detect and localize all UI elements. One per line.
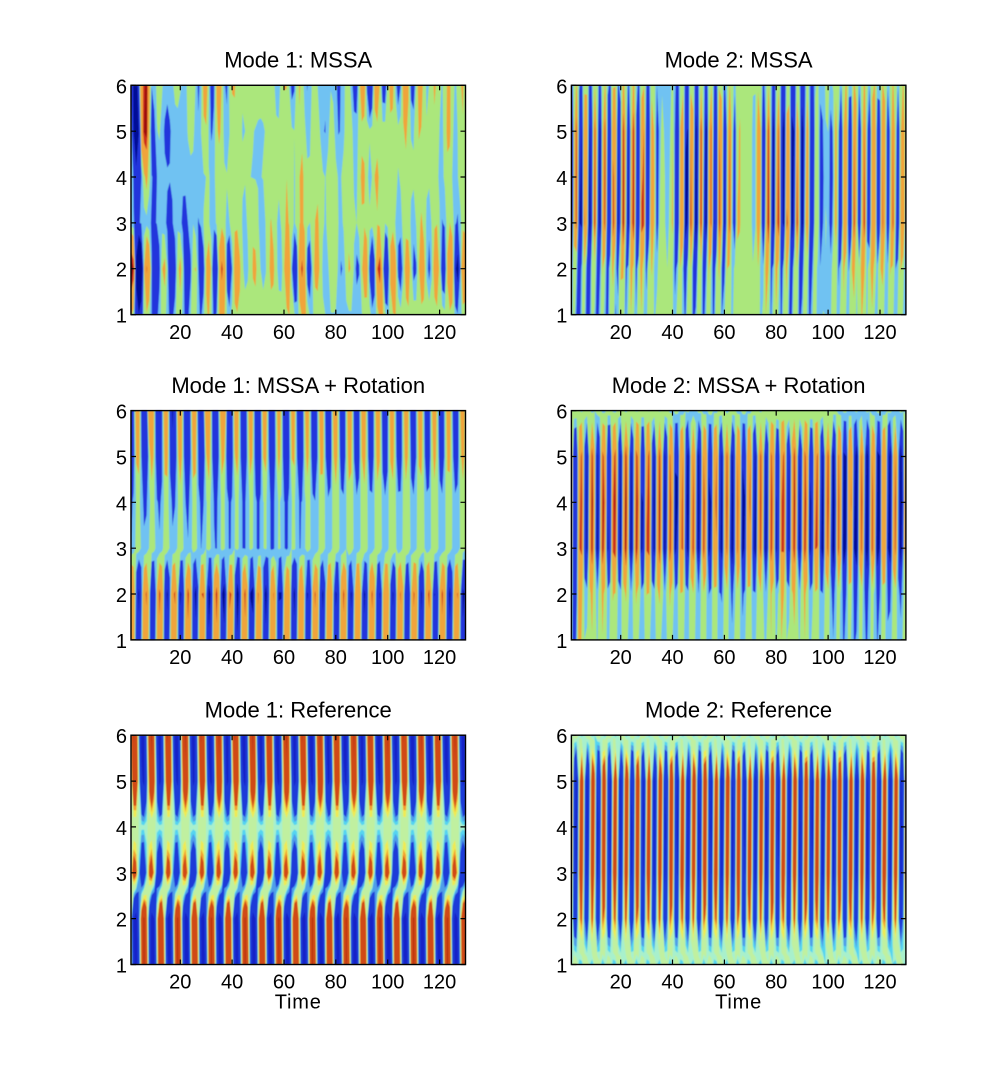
svg-text:2: 2 bbox=[556, 260, 567, 282]
svg-text:2: 2 bbox=[556, 910, 567, 932]
svg-text:40: 40 bbox=[221, 972, 243, 994]
svg-text:5: 5 bbox=[556, 122, 567, 144]
svg-text:3: 3 bbox=[556, 864, 567, 886]
svg-text:60: 60 bbox=[713, 322, 735, 344]
svg-text:100: 100 bbox=[371, 322, 404, 344]
svg-text:60: 60 bbox=[713, 647, 735, 669]
svg-text:4: 4 bbox=[556, 493, 567, 515]
svg-text:1: 1 bbox=[116, 306, 127, 328]
svg-text:4: 4 bbox=[116, 493, 127, 515]
svg-text:3: 3 bbox=[116, 864, 127, 886]
svg-text:100: 100 bbox=[371, 647, 404, 669]
svg-text:80: 80 bbox=[765, 972, 787, 994]
svg-text:6: 6 bbox=[116, 76, 127, 98]
svg-text:6: 6 bbox=[556, 726, 567, 748]
svg-text:80: 80 bbox=[325, 647, 347, 669]
svg-text:2: 2 bbox=[116, 585, 127, 607]
svg-text:20: 20 bbox=[169, 647, 191, 669]
svg-text:80: 80 bbox=[765, 647, 787, 669]
svg-text:6: 6 bbox=[116, 726, 127, 748]
svg-text:1: 1 bbox=[556, 956, 567, 978]
svg-text:5: 5 bbox=[116, 448, 127, 470]
svg-text:40: 40 bbox=[661, 647, 683, 669]
svg-text:20: 20 bbox=[169, 972, 191, 994]
svg-text:6: 6 bbox=[116, 402, 127, 424]
svg-text:40: 40 bbox=[661, 972, 683, 994]
svg-text:60: 60 bbox=[713, 972, 735, 994]
svg-text:40: 40 bbox=[221, 322, 243, 344]
svg-text:120: 120 bbox=[423, 647, 456, 669]
svg-text:5: 5 bbox=[556, 448, 567, 470]
svg-text:4: 4 bbox=[556, 818, 567, 840]
svg-text:Mode 2: Reference: Mode 2: Reference bbox=[645, 698, 832, 723]
svg-text:Time: Time bbox=[275, 992, 322, 1014]
svg-text:60: 60 bbox=[273, 647, 295, 669]
svg-text:2: 2 bbox=[116, 260, 127, 282]
svg-text:5: 5 bbox=[116, 772, 127, 794]
svg-text:120: 120 bbox=[423, 972, 456, 994]
svg-text:Mode 2: MSSA + Rotation: Mode 2: MSSA + Rotation bbox=[612, 373, 866, 398]
svg-text:40: 40 bbox=[221, 647, 243, 669]
svg-text:100: 100 bbox=[371, 972, 404, 994]
svg-text:Time: Time bbox=[715, 992, 762, 1014]
svg-text:20: 20 bbox=[610, 647, 632, 669]
svg-text:3: 3 bbox=[116, 539, 127, 561]
svg-text:80: 80 bbox=[325, 322, 347, 344]
svg-text:80: 80 bbox=[325, 972, 347, 994]
svg-text:5: 5 bbox=[556, 772, 567, 794]
svg-text:Mode 1: MSSA: Mode 1: MSSA bbox=[224, 48, 372, 73]
svg-text:1: 1 bbox=[116, 631, 127, 653]
svg-text:6: 6 bbox=[556, 76, 567, 98]
svg-text:1: 1 bbox=[556, 306, 567, 328]
svg-text:6: 6 bbox=[556, 402, 567, 424]
svg-text:120: 120 bbox=[863, 647, 896, 669]
svg-text:1: 1 bbox=[556, 631, 567, 653]
svg-text:2: 2 bbox=[116, 910, 127, 932]
svg-text:20: 20 bbox=[610, 322, 632, 344]
svg-text:5: 5 bbox=[116, 122, 127, 144]
svg-text:4: 4 bbox=[116, 818, 127, 840]
svg-text:100: 100 bbox=[811, 647, 844, 669]
svg-text:3: 3 bbox=[556, 539, 567, 561]
svg-text:2: 2 bbox=[556, 585, 567, 607]
svg-text:3: 3 bbox=[116, 214, 127, 236]
svg-text:60: 60 bbox=[273, 972, 295, 994]
svg-text:4: 4 bbox=[556, 168, 567, 190]
svg-text:120: 120 bbox=[863, 322, 896, 344]
svg-text:120: 120 bbox=[423, 322, 456, 344]
svg-text:3: 3 bbox=[556, 214, 567, 236]
svg-text:100: 100 bbox=[811, 972, 844, 994]
svg-text:120: 120 bbox=[863, 972, 896, 994]
svg-text:60: 60 bbox=[273, 322, 295, 344]
svg-text:4: 4 bbox=[116, 168, 127, 190]
svg-text:Mode 1: MSSA + Rotation: Mode 1: MSSA + Rotation bbox=[171, 373, 425, 398]
svg-text:80: 80 bbox=[765, 322, 787, 344]
svg-text:100: 100 bbox=[811, 322, 844, 344]
svg-text:20: 20 bbox=[169, 322, 191, 344]
svg-text:1: 1 bbox=[116, 956, 127, 978]
svg-text:Mode 2: MSSA: Mode 2: MSSA bbox=[665, 48, 813, 73]
svg-text:20: 20 bbox=[610, 972, 632, 994]
svg-text:Mode 1: Reference: Mode 1: Reference bbox=[205, 698, 392, 723]
svg-text:40: 40 bbox=[661, 322, 683, 344]
